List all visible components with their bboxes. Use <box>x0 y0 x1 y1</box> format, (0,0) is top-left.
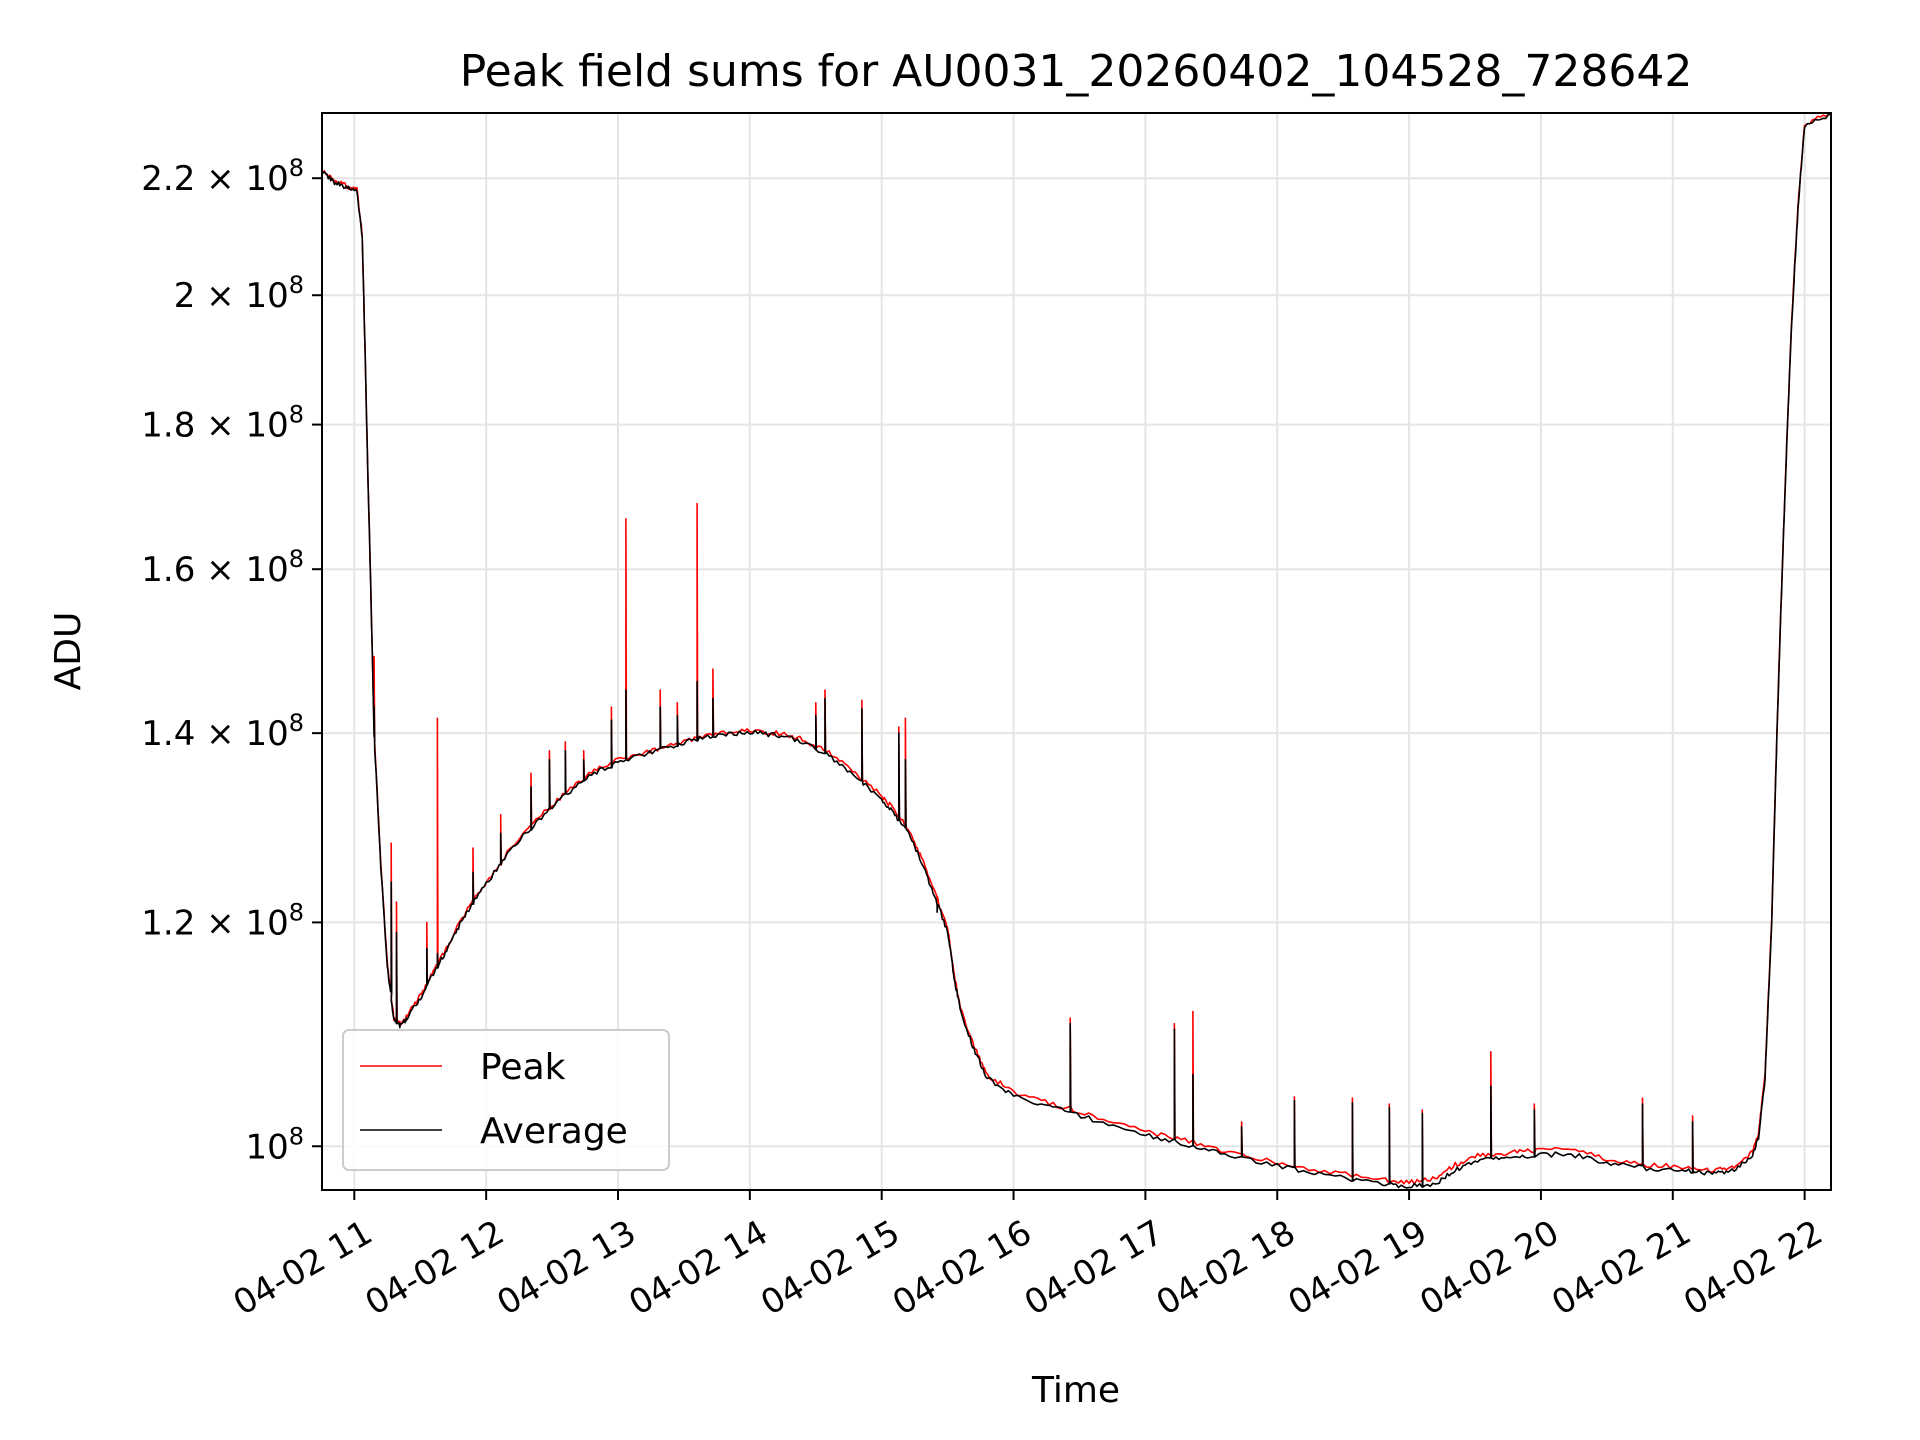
series-line-average <box>321 113 1832 1189</box>
y-tick-label: 2 × 108 <box>174 271 304 316</box>
y-tick-label: 1.6 × 108 <box>141 545 304 590</box>
legend-label-average: Average <box>480 1111 628 1152</box>
legend: Peak Average <box>342 1029 670 1171</box>
grid <box>322 113 1831 1190</box>
y-tick-label: 1.8 × 108 <box>141 401 304 446</box>
y-tick-label: 2.2 × 108 <box>141 154 304 199</box>
x-axis-label: Time <box>1031 1370 1120 1411</box>
plot-frame <box>321 112 1832 1191</box>
y-tick-label: 1.2 × 108 <box>141 898 304 943</box>
y-tick-label: 108 <box>245 1122 304 1167</box>
series-layer <box>321 112 1832 1189</box>
legend-label-peak: Peak <box>480 1047 566 1088</box>
y-axis-label: ADU <box>48 612 89 691</box>
chart-title: Peak field sums for AU0031_20260402_1045… <box>460 46 1693 97</box>
y-axis: 108 1.2 × 108 1.4 × 108 1.6 × 108 1.8 × 108 2… <box>141 154 322 1167</box>
y-tick-label: 1.4 × 108 <box>141 709 304 754</box>
legend-box <box>342 1029 670 1171</box>
